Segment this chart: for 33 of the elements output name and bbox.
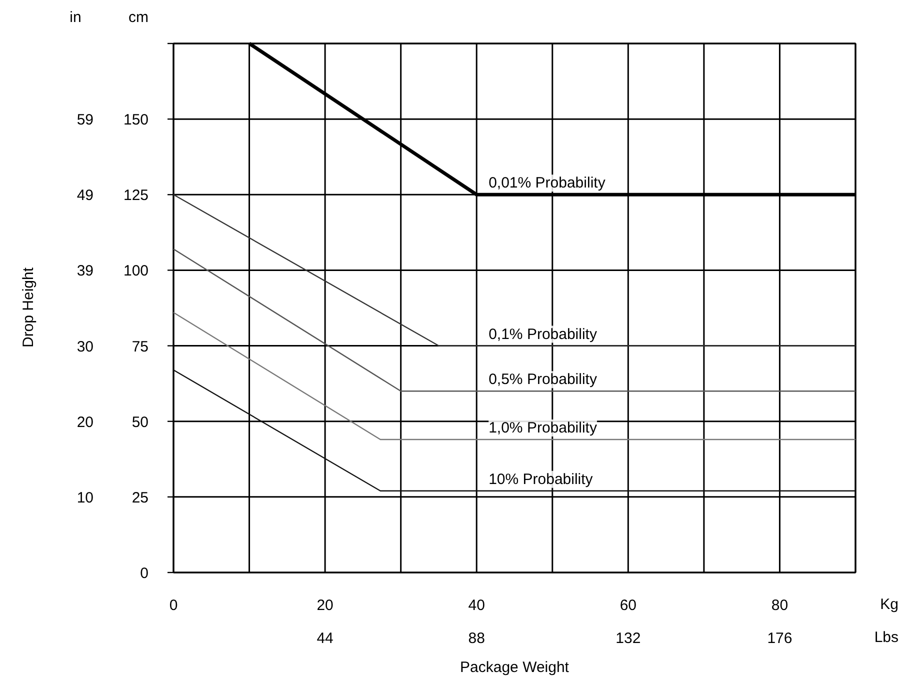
y-tick-label: 100 bbox=[123, 262, 149, 280]
x-tick-label: 80 bbox=[771, 597, 788, 614]
x2-tick-label: 132 bbox=[616, 630, 641, 647]
x-tick-label: 40 bbox=[468, 597, 485, 614]
y-tick-label: 50 bbox=[132, 414, 149, 431]
series-label: 1,0% Probability bbox=[488, 419, 598, 436]
text: Kg bbox=[880, 596, 899, 613]
text: in bbox=[70, 9, 82, 26]
x-tick-label: 20 bbox=[316, 597, 334, 614]
x2-tick-label: 88 bbox=[468, 630, 485, 647]
y2-tick-label: 10 bbox=[76, 489, 94, 506]
y-tick-label: 75 bbox=[132, 338, 149, 356]
series-label: 10% Probability bbox=[488, 470, 594, 488]
text: Lbs bbox=[874, 629, 899, 646]
x-tick-label: 0 bbox=[169, 597, 178, 614]
y2-axis-title: Drop Height bbox=[20, 266, 37, 348]
y2-tick-label: 49 bbox=[76, 187, 94, 204]
y2-tick-label: 39 bbox=[76, 262, 94, 280]
y-tick-label: 150 bbox=[123, 112, 149, 129]
x-tick-label: 60 bbox=[620, 597, 637, 614]
y2-tick-label: 30 bbox=[76, 338, 94, 356]
x2-tick-label: 44 bbox=[316, 630, 334, 647]
y-tick-label: 25 bbox=[132, 489, 149, 506]
text: cm bbox=[128, 9, 149, 26]
series-label: 0,01% Probability bbox=[488, 174, 606, 192]
series-label: 0,5% Probability bbox=[488, 371, 598, 388]
y-tick-label: 125 bbox=[123, 187, 149, 204]
series-label: 0,1% Probability bbox=[488, 326, 598, 343]
y2-tick-label: 59 bbox=[76, 112, 94, 129]
y2-tick-label: 20 bbox=[76, 414, 94, 431]
x2-tick-label: 176 bbox=[767, 630, 792, 647]
x-axis-title: Package Weight bbox=[460, 659, 570, 676]
y-tick-label: 0 bbox=[140, 565, 148, 582]
